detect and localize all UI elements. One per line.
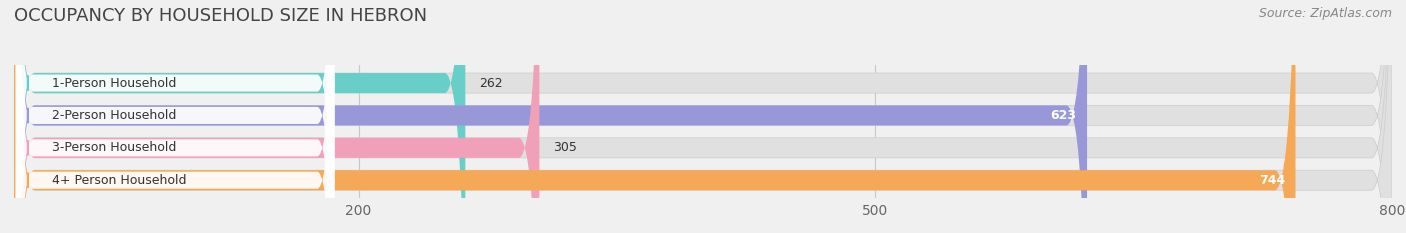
FancyBboxPatch shape	[15, 0, 335, 233]
Text: 305: 305	[553, 141, 576, 154]
Text: 3-Person Household: 3-Person Household	[52, 141, 176, 154]
Text: 1-Person Household: 1-Person Household	[52, 77, 176, 89]
FancyBboxPatch shape	[14, 0, 1392, 233]
FancyBboxPatch shape	[14, 0, 465, 233]
Text: 2-Person Household: 2-Person Household	[52, 109, 176, 122]
FancyBboxPatch shape	[14, 0, 1392, 233]
FancyBboxPatch shape	[15, 0, 335, 233]
Text: 4+ Person Household: 4+ Person Household	[52, 174, 187, 187]
Text: OCCUPANCY BY HOUSEHOLD SIZE IN HEBRON: OCCUPANCY BY HOUSEHOLD SIZE IN HEBRON	[14, 7, 427, 25]
FancyBboxPatch shape	[14, 0, 540, 233]
FancyBboxPatch shape	[14, 0, 1392, 233]
Text: 623: 623	[1050, 109, 1077, 122]
FancyBboxPatch shape	[14, 0, 1392, 233]
Text: Source: ZipAtlas.com: Source: ZipAtlas.com	[1258, 7, 1392, 20]
FancyBboxPatch shape	[15, 0, 335, 233]
Text: 744: 744	[1258, 174, 1285, 187]
Text: 262: 262	[479, 77, 503, 89]
FancyBboxPatch shape	[15, 0, 335, 233]
FancyBboxPatch shape	[14, 0, 1087, 233]
FancyBboxPatch shape	[14, 0, 1295, 233]
